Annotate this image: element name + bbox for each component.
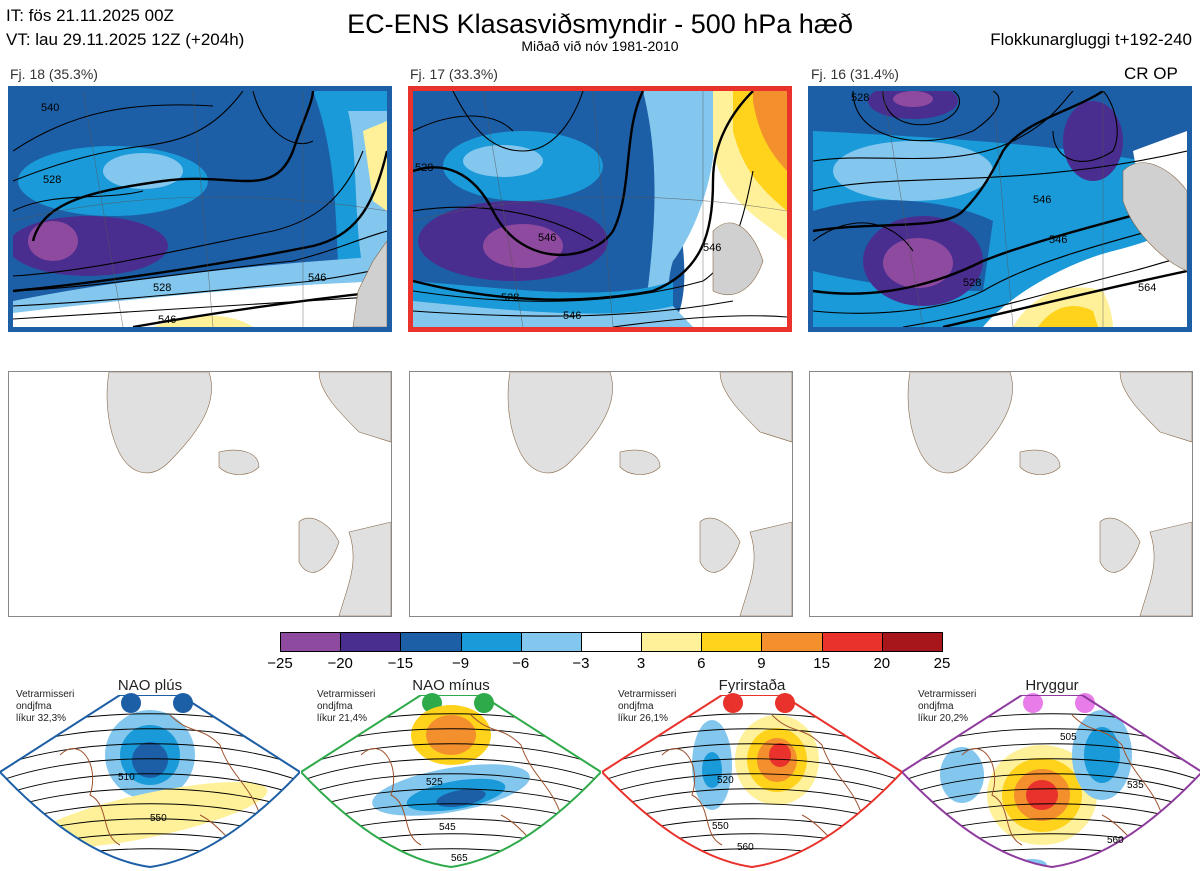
- contour-label: 546: [158, 314, 176, 326]
- contour-label: 528: [415, 162, 433, 174]
- contour-label: 546: [308, 272, 326, 284]
- contour-label: 546: [703, 242, 721, 254]
- regime-contour-label: 505: [1060, 732, 1077, 743]
- regime-contour-label: 510: [118, 772, 135, 783]
- regime-map: 505 535 560: [902, 695, 1200, 869]
- regime-marker-dot: [474, 693, 494, 713]
- regime-contour-label: 520: [717, 775, 734, 786]
- cr-op-label: CR OP: [1124, 64, 1178, 83]
- contour-label: 546: [563, 310, 581, 322]
- colorbar-swatch: [460, 632, 522, 652]
- regime-contour-label: 565: [451, 853, 468, 864]
- regime-map: 520 550 560: [602, 695, 902, 869]
- colorbar-swatch: [520, 632, 582, 652]
- regime-title: NAO mínus: [412, 677, 490, 694]
- regime-contour-label: 550: [150, 813, 167, 824]
- blank-map-1: [8, 371, 392, 617]
- regime-contour-label: 560: [1107, 835, 1124, 846]
- contour-label: 546: [538, 232, 556, 244]
- regime-note-line: ondjfma: [16, 701, 52, 712]
- contour-label: 528: [851, 92, 869, 104]
- cluster-map-1: 540 528 528 546 546 564: [8, 86, 392, 332]
- colorbar-tick-label: 3: [636, 655, 646, 672]
- issue-time: IT: fös 21.11.2025 00Z: [6, 6, 174, 25]
- regime-contour-label: 545: [439, 822, 456, 833]
- contour-label: 546: [1049, 234, 1067, 246]
- regime-marker-dot: [1023, 693, 1043, 713]
- blank-map-3: [809, 371, 1193, 617]
- colorbar-swatch: [400, 632, 462, 652]
- colorbar-swatch: [761, 632, 823, 652]
- contour-label: 528: [963, 277, 981, 289]
- colorbar-tick-label: −15: [387, 655, 414, 672]
- regime-contour-label: 550: [712, 821, 729, 832]
- regime-note-line: líkur 32,3%: [16, 713, 67, 724]
- regime-title: Hryggur: [1025, 677, 1079, 694]
- clustering-window: Flokkunargluggi t+192-240: [990, 30, 1192, 49]
- regime-contour-label: 535: [1127, 780, 1144, 791]
- regime-note: Vetrarmisseri ondjfma líkur 26,1%: [618, 689, 676, 725]
- colorbar-swatch: [701, 632, 763, 652]
- colorbar-tick-label: −20: [327, 655, 353, 672]
- colorbar-tick-label: 20: [873, 655, 891, 672]
- regime-note-line: líkur 21,4%: [317, 713, 368, 724]
- regime-contour-label: 525: [426, 777, 443, 788]
- contour-label: 528: [43, 174, 61, 186]
- regime-note-line: Vetrarmisseri: [918, 689, 977, 700]
- colorbar-swatch: [340, 632, 402, 652]
- colorbar-swatch: [580, 632, 643, 652]
- regime-title: NAO plús: [117, 677, 183, 694]
- cluster-map-2: 528 546 528 546 564 546: [408, 86, 792, 332]
- colorbar-swatch: [280, 632, 342, 652]
- regime-note-line: Vetrarmisseri: [618, 689, 677, 700]
- regime-note-line: Vetrarmisseri: [317, 689, 376, 700]
- contour-label: 528: [501, 292, 519, 304]
- regime-title: Fyrirstaða: [718, 677, 786, 694]
- colorbar-tick-label: 9: [757, 655, 766, 672]
- regime-contour-label: 560: [737, 842, 754, 853]
- regime-map: 525 545 565: [301, 695, 601, 869]
- regime-note: Vetrarmisseri ondjfma líkur 21,4%: [317, 689, 375, 725]
- regime-marker-dot: [775, 693, 795, 713]
- regime-note-line: líkur 20,2%: [918, 713, 969, 724]
- regime-marker-dot: [723, 693, 743, 713]
- regime-marker-dot: [121, 693, 141, 713]
- regime-note-line: ondjfma: [918, 701, 954, 712]
- colorbar-tick-label: −6: [512, 655, 530, 672]
- contour-label: 528: [153, 282, 171, 294]
- regime-note-line: ondjfma: [618, 701, 654, 712]
- regime-note-line: líkur 26,1%: [618, 713, 669, 724]
- colorbar-tick-label: −25: [267, 655, 293, 672]
- cluster-2-label: Fj. 17 (33.3%): [410, 66, 498, 82]
- cluster-1-label: Fj. 18 (35.3%): [10, 66, 98, 82]
- contour-label: 546: [1033, 194, 1051, 206]
- regime-marker-dot: [1075, 693, 1095, 713]
- colorbar-swatch: [821, 632, 883, 652]
- regime-note-line: ondjfma: [317, 701, 353, 712]
- regime-note: Vetrarmisseri ondjfma líkur 20,2%: [918, 689, 976, 725]
- colorbar-tick-label: 25: [933, 655, 951, 672]
- regime-note: Vetrarmisseri ondjfma líkur 32,3%: [16, 689, 74, 725]
- colorbar-tick-label: −3: [572, 655, 590, 672]
- contour-label: 564: [1138, 282, 1156, 294]
- colorbar-tick-label: 6: [697, 655, 706, 672]
- colorbar-tick-label: −9: [451, 655, 470, 672]
- valid-time: VT: lau 29.11.2025 12Z (+204h): [6, 30, 245, 49]
- cluster-map-3: 528 546 528 546 564 564: [808, 86, 1192, 332]
- colorbar-swatch: [881, 632, 943, 652]
- colorbar-tick-label: 15: [813, 655, 830, 672]
- regime-map: 510 550: [0, 695, 300, 869]
- cluster-3-label: Fj. 16 (31.4%): [811, 66, 899, 82]
- colorbar-swatch: [641, 632, 703, 652]
- regime-note-line: Vetrarmisseri: [16, 689, 75, 700]
- blank-map-2: [409, 371, 793, 617]
- contour-label: 540: [41, 102, 59, 114]
- page-title: EC-ENS Klasasviðsmyndir - 500 hPa hæð: [347, 9, 853, 39]
- page-subtitle: Miðað við nóv 1981-2010: [521, 38, 679, 54]
- regime-marker-dot: [173, 693, 193, 713]
